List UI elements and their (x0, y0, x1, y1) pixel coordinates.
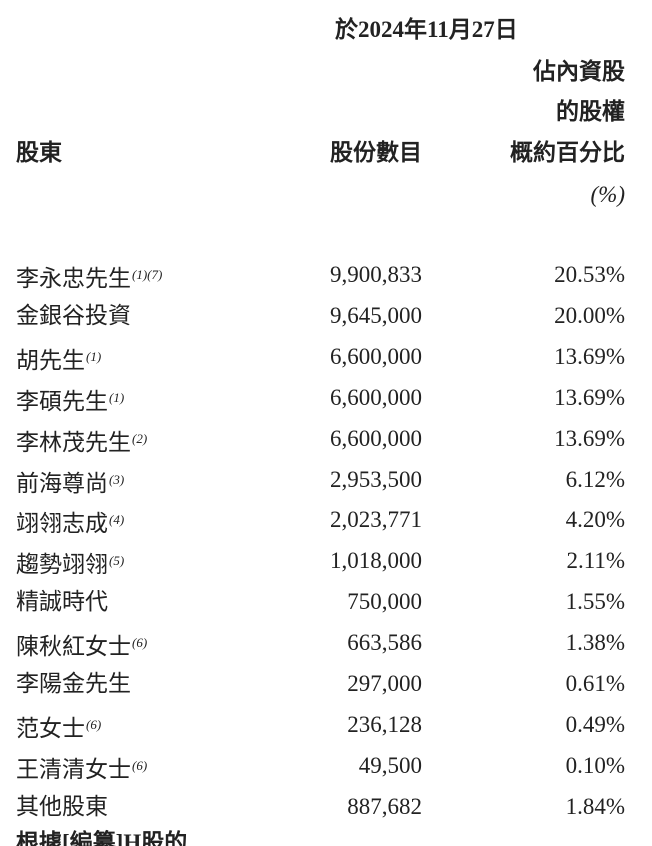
name-text: 李林茂先生 (16, 429, 131, 455)
share-percent: 1.38% (565, 630, 625, 656)
shareholder-name: 李碩先生(1) (16, 384, 124, 416)
shareholder-name: 范女士(6) (16, 711, 101, 743)
name-text: 精誠時代 (16, 589, 108, 615)
share-percent: 13.69% (554, 425, 625, 451)
share-percent: 0.10% (565, 752, 625, 778)
shareholder-name: 金銀谷投資 (16, 302, 131, 330)
name-text: 陳秋紅女士 (16, 634, 131, 660)
shareholder-name: 前海尊尚(3) (16, 466, 124, 498)
share-percent: 0.49% (565, 711, 625, 737)
footnote-ref: (1) (109, 389, 125, 405)
share-percent: 4.20% (565, 507, 625, 533)
footnote-ref: (6) (86, 716, 102, 732)
share-percent: 20.00% (554, 302, 625, 328)
shareholder-name: 胡先生(1) (16, 343, 101, 375)
name-text: 范女士 (16, 715, 85, 741)
name-text: 李陽金先生 (16, 671, 131, 696)
share-percent: 20.53% (554, 262, 625, 287)
footnote-ref: (6) (132, 635, 148, 651)
share-count: 750,000 (347, 589, 422, 615)
footnote-ref: (1)(7) (132, 267, 163, 282)
name-text: 其他股東 (16, 793, 108, 819)
shareholder-name: 精誠時代 (16, 588, 108, 616)
name-text: 王清清女士 (16, 756, 131, 782)
share-count: 9,900,833 (330, 262, 422, 287)
column-header: 股份數目 (330, 140, 422, 165)
share-count: 49,500 (358, 752, 422, 778)
share-count: 663,586 (347, 630, 422, 656)
footnote-ref: (1) (86, 348, 102, 364)
footnote-ref: (2) (132, 430, 148, 446)
shareholder-name: 王清清女士(6) (16, 752, 147, 784)
name-text: 李碩先生 (16, 388, 108, 414)
share-count: 887,682 (347, 793, 422, 819)
share-count: 2,953,500 (330, 466, 422, 492)
name-text: 趨勢翊翎 (16, 552, 108, 578)
share-count: 6,600,000 (330, 425, 422, 451)
footnote-ref: (6) (132, 757, 148, 773)
footnote-ref: (3) (109, 471, 125, 487)
share-count: 1,018,000 (330, 548, 422, 574)
shareholder-name: 趨勢翊翎(5) (16, 547, 124, 579)
shareholder-name: 李陽金先生 (16, 670, 131, 698)
name-text: 翊翎志成 (16, 511, 108, 537)
unit-label: (%) (590, 182, 625, 207)
share-percent: 1.84% (565, 793, 625, 819)
shareholder-name: 陳秋紅女士(6) (16, 629, 147, 661)
share-percent: 6.12% (565, 466, 625, 492)
footer-text: 根據[編纂]H股的 (16, 830, 188, 846)
name-text: 金銀谷投資 (16, 302, 131, 328)
date-header: 於2024年11月27日 (335, 17, 518, 42)
share-count: 6,600,000 (330, 343, 422, 369)
share-count: 9,645,000 (330, 302, 422, 328)
share-count: 297,000 (347, 671, 422, 696)
column-header: 的股權 (556, 99, 625, 124)
column-header: 佔內資股 (533, 59, 625, 84)
name-text: 胡先生 (16, 347, 85, 373)
share-percent: 2.11% (566, 548, 625, 574)
shareholder-name: 李林茂先生(2) (16, 425, 147, 457)
share-percent: 1.55% (565, 589, 625, 615)
footnote-ref: (5) (109, 553, 125, 569)
shareholder-name: 其他股東 (16, 793, 108, 821)
share-percent: 13.69% (554, 384, 625, 410)
share-percent: 13.69% (554, 343, 625, 369)
column-header: 股東 (16, 140, 62, 165)
footnote-ref: (4) (109, 512, 125, 528)
column-header: 概約百分比 (510, 140, 625, 165)
share-count: 2,023,771 (330, 507, 422, 533)
shareholder-name: 李永忠先生(1)(7) (16, 261, 162, 293)
share-percent: 0.61% (565, 671, 625, 696)
name-text: 李永忠先生 (16, 266, 131, 291)
shareholder-name: 翊翎志成(4) (16, 506, 124, 538)
share-count: 6,600,000 (330, 384, 422, 410)
name-text: 前海尊尚 (16, 470, 108, 496)
share-count: 236,128 (347, 711, 422, 737)
